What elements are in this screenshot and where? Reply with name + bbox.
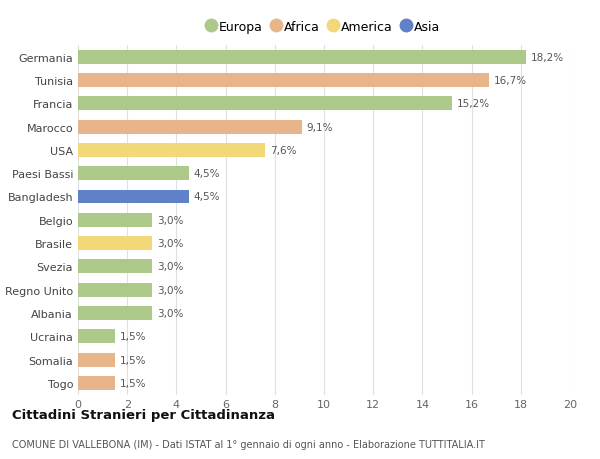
Text: 7,6%: 7,6% [270,146,296,156]
Bar [78,144,265,157]
Text: 15,2%: 15,2% [457,99,490,109]
Text: 4,5%: 4,5% [194,192,220,202]
Bar [78,330,115,344]
Bar [78,120,302,134]
Bar [78,167,188,181]
Text: 16,7%: 16,7% [494,76,527,86]
Text: 1,5%: 1,5% [120,378,146,388]
Text: 4,5%: 4,5% [194,169,220,179]
Text: 3,0%: 3,0% [157,308,183,319]
Text: 3,0%: 3,0% [157,215,183,225]
Text: 1,5%: 1,5% [120,331,146,341]
Text: COMUNE DI VALLEBONA (IM) - Dati ISTAT al 1° gennaio di ogni anno - Elaborazione : COMUNE DI VALLEBONA (IM) - Dati ISTAT al… [12,440,485,449]
Text: Cittadini Stranieri per Cittadinanza: Cittadini Stranieri per Cittadinanza [12,408,275,421]
Bar [78,283,152,297]
Bar [78,236,152,251]
Bar [78,74,489,88]
Bar [78,50,526,65]
Bar [78,213,152,227]
Bar [78,97,452,111]
Text: 9,1%: 9,1% [307,122,333,132]
Legend: Europa, Africa, America, Asia: Europa, Africa, America, Asia [205,18,443,36]
Text: 3,0%: 3,0% [157,285,183,295]
Text: 1,5%: 1,5% [120,355,146,365]
Text: 18,2%: 18,2% [530,52,564,62]
Bar [78,353,115,367]
Bar [78,260,152,274]
Bar [78,306,152,320]
Text: 3,0%: 3,0% [157,239,183,249]
Bar [78,190,188,204]
Bar [78,376,115,390]
Text: 3,0%: 3,0% [157,262,183,272]
